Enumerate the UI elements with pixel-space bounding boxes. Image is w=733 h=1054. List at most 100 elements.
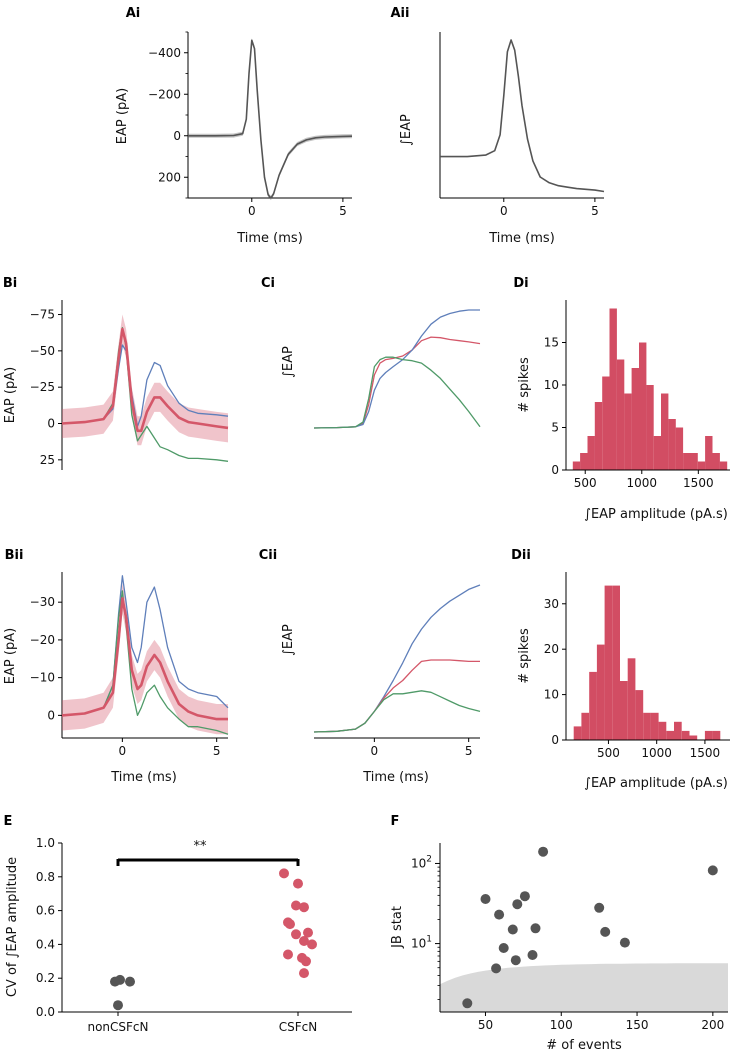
Di-x-tick-label: 500 <box>574 476 597 490</box>
Di-xlabel: ∫EAP amplitude (pA.s) <box>584 507 728 522</box>
panel-label-E: E <box>4 814 13 829</box>
Di-y-tick-label: 15 <box>544 336 559 350</box>
Bi-ylabel-group: EAP (pA) <box>3 367 18 423</box>
Dii-bar <box>674 721 682 740</box>
F-shaded-region <box>440 963 728 1012</box>
F-point <box>594 902 605 913</box>
panel-label-Dii: Dii <box>511 548 531 563</box>
Di-bar <box>697 461 706 470</box>
E-ylabel: CV of ∫EAP amplitude <box>5 857 20 997</box>
Dii-bar <box>704 730 713 740</box>
E-nonCSFcN-point <box>113 1000 123 1011</box>
Di-bar <box>587 436 595 470</box>
E-y-tick-label: 1.0 <box>36 836 55 850</box>
E-significance-stars: ** <box>194 839 208 854</box>
F-point <box>538 846 549 857</box>
F-xlabel: # of events <box>546 1038 622 1053</box>
Di-ylabel-group: # spikes <box>517 357 532 413</box>
Di-bar <box>712 453 720 470</box>
Dii-bar <box>643 712 651 740</box>
Dii-y-tick-label: 20 <box>544 642 559 656</box>
Di-bar <box>646 385 654 470</box>
Ci-ylabel-text: ∫EAP <box>281 346 296 378</box>
Bii-y-tick-label: −10 <box>30 671 55 685</box>
Dii-bar <box>635 690 644 740</box>
Bii-mean-band <box>62 583 228 735</box>
Cii-green-line <box>313 690 481 733</box>
panel-label-Bi: Bi <box>3 276 17 291</box>
E-category-label: nonCSFcN <box>87 1020 148 1034</box>
F-point <box>512 899 523 910</box>
Ai-band <box>188 38 352 201</box>
E-CSFcN-point <box>279 868 289 879</box>
Bii-y-tick-label: −30 <box>30 595 55 609</box>
E-CSFcN-point <box>291 900 301 911</box>
Di-x-tick-label: 1000 <box>627 476 658 490</box>
Di-bar <box>616 359 625 470</box>
Di-bar <box>639 342 647 470</box>
E-y-tick-label: 0.0 <box>36 1005 55 1019</box>
Ai-ylabel: EAP (pA) <box>115 88 130 144</box>
Ai-mean-line <box>188 39 353 199</box>
panel-label-F: F <box>391 814 400 829</box>
F-x-tick-label: 200 <box>701 1018 724 1032</box>
Dii-y-tick-label: 0 <box>551 733 559 747</box>
Bii-y-tick-label: 0 <box>47 708 55 722</box>
Di-bar <box>668 419 676 470</box>
F-x-tick-label: 50 <box>478 1018 493 1032</box>
Bi-y-tick-label: −25 <box>30 380 55 394</box>
Dii-xlabel: ∫EAP amplitude (pA.s) <box>584 776 728 791</box>
Dii-bar <box>596 644 605 740</box>
F-x-tick-label: 100 <box>550 1018 573 1032</box>
Di-y-tick-label: 5 <box>551 421 559 435</box>
Dii-bar <box>604 585 613 740</box>
F-point <box>530 923 541 934</box>
Di-bar <box>580 453 588 470</box>
Dii-bar <box>620 681 628 740</box>
panel-label-Ci: Ci <box>261 276 275 291</box>
Di-x-tick-label: 1500 <box>683 476 714 490</box>
F-point <box>480 894 491 904</box>
Dii-bar <box>658 721 667 740</box>
Bii-mean-line <box>61 597 228 721</box>
Bii-x-tick-label: 5 <box>213 744 221 758</box>
E-CSFcN-point <box>303 927 313 938</box>
Di-bar <box>653 436 662 470</box>
Ai-x-tick-label: 5 <box>339 204 347 218</box>
E-y-tick-label: 0.6 <box>36 904 55 918</box>
F-x-tick-label: 150 <box>626 1018 649 1032</box>
Ai-y-tick-label: −400 <box>148 46 181 60</box>
Ai-x-tick-label: 0 <box>248 204 256 218</box>
Di-bar <box>690 453 698 470</box>
Bi-mean-line <box>61 327 229 433</box>
F-point <box>519 891 530 902</box>
Cii-red-line <box>313 659 480 733</box>
Dii-x-tick-label: 500 <box>597 746 620 760</box>
E-y-tick-label: 0.4 <box>36 937 55 951</box>
Di-bar <box>572 461 581 470</box>
Dii-bar <box>650 712 659 740</box>
Di-bar <box>631 368 639 470</box>
Ai-y-tick-label: 0 <box>173 129 181 143</box>
F-y-tick-label: 102 <box>411 854 432 870</box>
Cii-x-tick-label: 0 <box>371 744 379 758</box>
Ai-y-tick-label: −200 <box>148 87 181 101</box>
Cii-ylabel: ∫EAP <box>281 624 296 656</box>
E-y-tick-label: 0.2 <box>36 971 55 985</box>
Ci-green-line <box>313 356 481 429</box>
F-point <box>491 963 502 974</box>
Aii-xlabel: Time (ms) <box>488 231 555 246</box>
Di-bar <box>661 393 669 470</box>
Bi-y-tick-label: −75 <box>30 308 55 322</box>
Di-bar <box>683 453 691 470</box>
Dii-bar <box>627 658 636 740</box>
Di-bar <box>719 461 728 470</box>
Cii-x-tick-label: 5 <box>465 744 473 758</box>
Bii-ylabel: EAP (pA) <box>3 628 18 684</box>
E-CSFcN-point <box>283 917 293 928</box>
Di-bar <box>602 376 610 470</box>
Di-y-tick-label: 10 <box>544 378 559 392</box>
Cii-ylabel-text: ∫EAP <box>281 624 296 656</box>
Di-bar <box>609 308 617 470</box>
Dii-bar <box>581 712 590 740</box>
